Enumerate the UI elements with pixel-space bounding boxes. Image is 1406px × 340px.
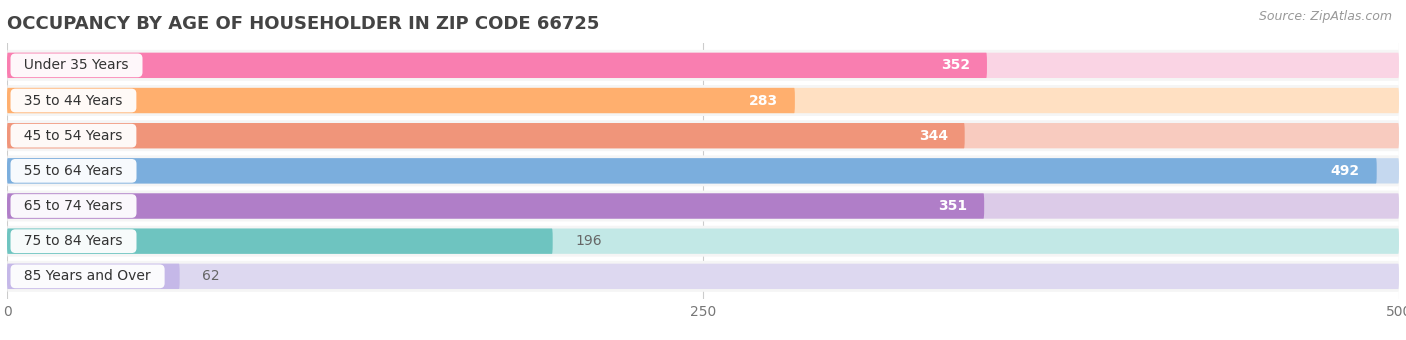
- Text: 351: 351: [938, 199, 967, 213]
- FancyBboxPatch shape: [7, 193, 1399, 219]
- FancyBboxPatch shape: [7, 53, 1399, 78]
- Text: 196: 196: [575, 234, 602, 248]
- Text: Source: ZipAtlas.com: Source: ZipAtlas.com: [1258, 10, 1392, 23]
- FancyBboxPatch shape: [7, 228, 1399, 254]
- Text: OCCUPANCY BY AGE OF HOUSEHOLDER IN ZIP CODE 66725: OCCUPANCY BY AGE OF HOUSEHOLDER IN ZIP C…: [7, 15, 599, 33]
- FancyBboxPatch shape: [7, 123, 965, 148]
- Text: Under 35 Years: Under 35 Years: [15, 58, 138, 72]
- Text: 344: 344: [920, 129, 948, 143]
- Text: 62: 62: [202, 269, 219, 283]
- FancyBboxPatch shape: [7, 261, 1399, 292]
- FancyBboxPatch shape: [7, 53, 987, 78]
- FancyBboxPatch shape: [7, 123, 1399, 148]
- Text: 352: 352: [941, 58, 970, 72]
- FancyBboxPatch shape: [7, 228, 553, 254]
- Text: 65 to 74 Years: 65 to 74 Years: [15, 199, 132, 213]
- FancyBboxPatch shape: [7, 193, 984, 219]
- FancyBboxPatch shape: [7, 50, 1399, 81]
- FancyBboxPatch shape: [7, 120, 1399, 151]
- FancyBboxPatch shape: [7, 264, 1399, 289]
- FancyBboxPatch shape: [7, 85, 1399, 116]
- Text: 85 Years and Over: 85 Years and Over: [15, 269, 160, 283]
- Text: 55 to 64 Years: 55 to 64 Years: [15, 164, 132, 178]
- Text: 35 to 44 Years: 35 to 44 Years: [15, 94, 132, 107]
- FancyBboxPatch shape: [7, 190, 1399, 221]
- Text: 283: 283: [749, 94, 778, 107]
- FancyBboxPatch shape: [7, 88, 794, 113]
- FancyBboxPatch shape: [7, 158, 1376, 184]
- Text: 45 to 54 Years: 45 to 54 Years: [15, 129, 132, 143]
- FancyBboxPatch shape: [7, 88, 1399, 113]
- Text: 492: 492: [1331, 164, 1360, 178]
- FancyBboxPatch shape: [7, 264, 180, 289]
- Text: 75 to 84 Years: 75 to 84 Years: [15, 234, 132, 248]
- FancyBboxPatch shape: [7, 226, 1399, 257]
- FancyBboxPatch shape: [7, 158, 1399, 184]
- FancyBboxPatch shape: [7, 155, 1399, 186]
